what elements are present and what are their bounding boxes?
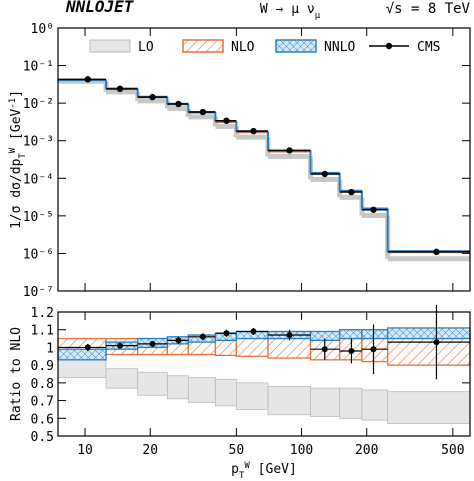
- y-axis-label-part: ]: [9, 90, 24, 98]
- x-axis-label-part: W: [244, 461, 250, 471]
- y-axis-label-part: [GeV: [9, 108, 24, 147]
- band: [387, 327, 471, 340]
- band: [339, 329, 363, 340]
- process-part: W → μ ν: [260, 2, 315, 17]
- x-tick-label: 500: [441, 443, 464, 458]
- x-tick-label: 10: [77, 443, 93, 458]
- data-point: [433, 339, 440, 346]
- data-point: [84, 344, 91, 351]
- legend-swatch: [275, 39, 317, 53]
- band: [235, 336, 269, 357]
- y-tick-label: 1: [46, 341, 54, 356]
- band: [361, 329, 389, 340]
- y-tick-label: 10⁻²: [23, 97, 54, 112]
- x-axis-label-part: [GeV]: [250, 462, 297, 477]
- band: [57, 348, 107, 361]
- y-tick-label: 0.9: [31, 359, 54, 374]
- energy: √s = 8 TeV: [386, 1, 471, 17]
- legend-swatch: [182, 39, 224, 53]
- y-tick-label: 0.6: [31, 412, 54, 427]
- data-point: [199, 333, 206, 340]
- y-tick-label: 0.7: [31, 395, 54, 410]
- data-point: [286, 147, 293, 154]
- y-axis-label: Ratio to NLO: [9, 327, 24, 421]
- band: [310, 387, 341, 417]
- data-point: [370, 346, 377, 353]
- y-axis-label: 1/σ dσ/dpTW [GeV-1]: [8, 90, 28, 229]
- legend-label: CMS: [417, 40, 440, 55]
- data-point: [348, 347, 355, 354]
- y-tick-label: 1.1: [31, 324, 54, 339]
- data-point: [116, 85, 124, 93]
- process-part: μ: [315, 11, 321, 21]
- y-tick-label: 10⁻⁴: [23, 172, 54, 187]
- y-tick-label: 10⁻⁷: [23, 285, 54, 300]
- y-tick-label: 0.8: [31, 377, 54, 392]
- band: [387, 391, 471, 425]
- y-tick-label: 10⁰: [31, 22, 54, 37]
- data-point: [84, 76, 92, 83]
- x-tick-label: 50: [229, 443, 245, 458]
- x-tick-label: 100: [290, 443, 313, 458]
- data-point: [250, 127, 257, 135]
- band: [339, 387, 363, 419]
- y-tick-label: 10⁻³: [23, 135, 54, 150]
- legend-swatch: [89, 39, 131, 53]
- data-point: [321, 170, 328, 178]
- data-point: [149, 340, 156, 347]
- band: [105, 368, 139, 389]
- data-point: [370, 206, 377, 213]
- legend-label: NLO: [231, 40, 255, 55]
- legend-label: LO: [138, 40, 154, 55]
- band: [387, 334, 471, 366]
- band: [361, 389, 389, 421]
- y-tick-label: 0.5: [31, 430, 54, 445]
- legend-label: NNLO: [324, 40, 355, 55]
- band: [214, 378, 237, 407]
- y-axis-label-part: -1: [8, 98, 18, 109]
- title: NNLOJET: [65, 0, 135, 16]
- y-tick-label: 10⁻¹: [23, 60, 54, 75]
- data-point: [348, 188, 355, 196]
- data-point: [175, 100, 182, 108]
- data-point: [223, 330, 230, 337]
- data-point: [321, 346, 328, 353]
- band: [166, 375, 189, 400]
- band: [187, 377, 216, 403]
- x-tick-label: 20: [142, 443, 158, 458]
- y-tick-label: 10⁻⁶: [23, 247, 54, 262]
- data-point: [149, 93, 156, 101]
- data-point: [223, 117, 230, 124]
- x-axis-label-part: p: [231, 462, 239, 477]
- data-point: [286, 332, 293, 339]
- data-point: [250, 328, 257, 335]
- band: [235, 382, 269, 410]
- y-tick-label: 10⁻⁵: [23, 210, 54, 225]
- process: W → μ νμ: [260, 2, 321, 21]
- y-tick-label: 1.2: [31, 306, 54, 321]
- data-point: [175, 337, 182, 344]
- data-point: [199, 108, 207, 116]
- data-point: [433, 248, 440, 256]
- data-point: [116, 342, 123, 349]
- band: [137, 371, 168, 396]
- x-axis-label: pTW [GeV]: [231, 461, 297, 481]
- x-tick-label: 200: [355, 443, 378, 458]
- top-frame: [57, 27, 471, 292]
- band: [267, 385, 311, 416]
- y-axis-label-part: 1/σ dσ/dp: [9, 158, 24, 229]
- y-axis-label-part: W: [8, 147, 18, 153]
- band: [57, 359, 107, 378]
- ratio-frame: [57, 311, 471, 437]
- x-axis-label-part: T: [239, 471, 245, 481]
- legend-swatch: [385, 42, 393, 50]
- y-axis-label-part: T: [18, 153, 28, 159]
